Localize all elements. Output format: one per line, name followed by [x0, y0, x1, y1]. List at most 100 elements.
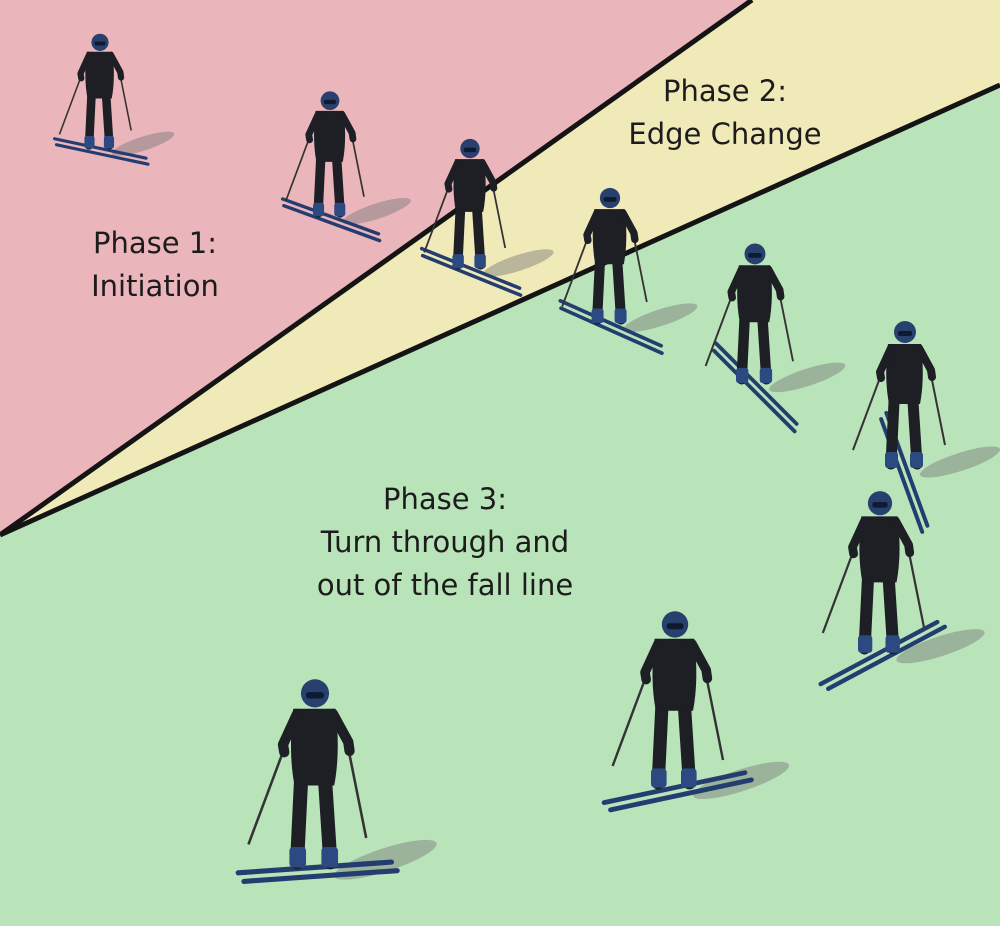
boot-left — [885, 452, 898, 468]
ski-left — [714, 341, 799, 426]
skier-shadow — [483, 249, 554, 277]
boot-right — [474, 254, 486, 269]
skier-shadow — [896, 629, 985, 664]
skier-5 — [704, 243, 846, 434]
ski-left — [818, 619, 940, 687]
phase-3-label: Phase 3: Turn through and out of the fal… — [260, 478, 630, 607]
skier-1 — [52, 33, 175, 166]
goggles — [324, 99, 336, 105]
phase-1-heading: Phase 1: — [92, 226, 218, 260]
arm-left — [727, 265, 746, 302]
ski-left — [419, 246, 522, 290]
torso — [859, 516, 900, 583]
arm-left — [444, 159, 462, 193]
skier-shadow — [342, 197, 411, 225]
arm-left — [876, 344, 895, 382]
arm-right — [687, 638, 713, 684]
ski-left — [601, 770, 748, 806]
ski-pole-left — [611, 675, 648, 767]
ski-left — [558, 299, 664, 348]
phase-2-zone — [0, 0, 1000, 535]
ski-pole-left — [247, 747, 286, 845]
ski-pole-left — [852, 374, 882, 451]
skier-6 — [852, 321, 1000, 534]
phase-1-label: Phase 1: Initiation — [40, 222, 270, 308]
goggles — [748, 252, 762, 258]
arm-left — [583, 209, 601, 245]
goggles — [872, 502, 888, 508]
boot-left — [858, 635, 873, 653]
arm-left — [77, 51, 93, 82]
torso — [85, 51, 114, 99]
boot-left — [289, 846, 307, 868]
goggles — [463, 147, 477, 153]
phase-3-heading: Phase 3: — [382, 482, 508, 516]
divider-phase-2-3 — [0, 82, 1000, 538]
phase-2-subtitle: Edge Change — [628, 117, 822, 151]
arm-right — [478, 159, 498, 192]
torso — [652, 638, 697, 711]
phase-2-heading: Phase 2: — [662, 74, 788, 108]
skier-8 — [601, 611, 790, 813]
divider-phase-1-2 — [0, 0, 754, 538]
ski-pole-left — [704, 294, 734, 367]
boot-left — [651, 768, 667, 788]
ski-pole-left — [58, 75, 83, 135]
boot-right — [681, 768, 697, 788]
boot-right — [103, 135, 115, 149]
goggles — [666, 623, 684, 630]
ski-pole-right — [907, 550, 926, 628]
arm-right — [338, 110, 357, 143]
goggles — [603, 197, 617, 202]
boot-right — [614, 308, 627, 324]
skier-sequence — [52, 33, 1000, 884]
ski-pole-right — [492, 186, 507, 249]
ski-pole-right — [347, 748, 368, 839]
ski-pole-right — [119, 75, 132, 131]
torso — [886, 344, 923, 404]
boot-right — [321, 846, 339, 868]
skis — [558, 299, 664, 355]
boot-left — [452, 254, 464, 269]
ski-pole-right — [778, 294, 794, 362]
ski-pole-left — [423, 186, 450, 253]
boot-left — [84, 135, 95, 149]
ski-right — [54, 143, 150, 166]
boot-right — [334, 202, 346, 217]
ski-right — [241, 868, 400, 884]
arm-left — [640, 638, 663, 685]
arm-right — [107, 51, 125, 81]
ski-pole-right — [705, 675, 725, 761]
arm-right — [619, 209, 639, 244]
phase-1-subtitle: Initiation — [91, 269, 219, 303]
goggles — [898, 331, 912, 336]
skis — [601, 770, 754, 813]
torso — [737, 265, 772, 323]
skier-7 — [818, 491, 985, 691]
boot-left — [591, 308, 604, 324]
torso — [453, 159, 486, 212]
skier-9 — [235, 679, 437, 884]
ski-left — [280, 197, 381, 236]
boot-right — [910, 452, 923, 468]
skier-shadow — [111, 131, 175, 156]
skis — [280, 197, 382, 243]
boot-left — [313, 202, 325, 217]
ski-right — [825, 624, 947, 691]
ski-pole-right — [633, 237, 648, 303]
skis — [235, 859, 400, 884]
ski-left — [235, 859, 394, 876]
boot-right — [759, 367, 773, 384]
torso — [314, 110, 346, 162]
phase-2-label: Phase 2: Edge Change — [600, 70, 850, 156]
skier-shadow — [769, 362, 846, 393]
arm-right — [915, 344, 936, 381]
ski-right — [559, 306, 664, 355]
ski-pole-left — [285, 136, 311, 202]
skier-4 — [558, 187, 698, 355]
ski-right — [282, 204, 382, 243]
arm-right — [327, 708, 355, 757]
arm-left — [277, 708, 303, 758]
